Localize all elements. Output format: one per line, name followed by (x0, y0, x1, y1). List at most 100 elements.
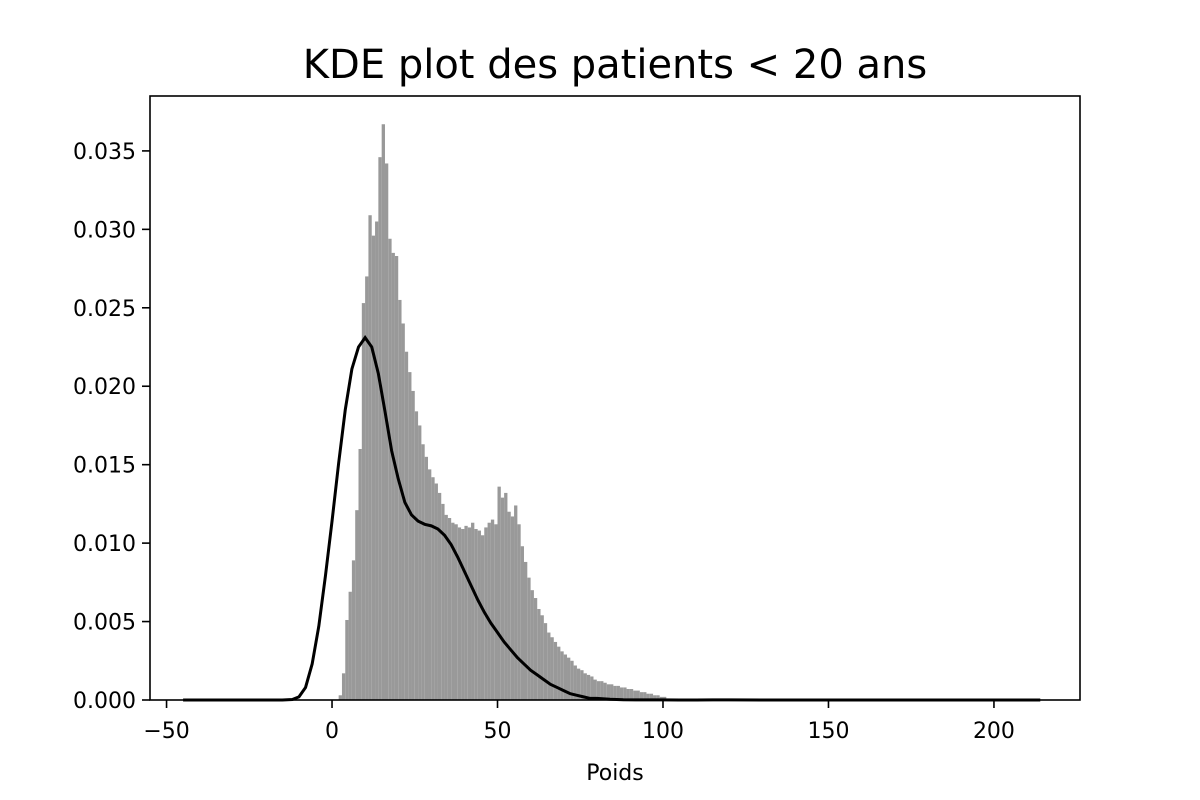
histogram-bar (540, 615, 544, 700)
histogram-bar (464, 525, 468, 700)
histogram-bar (517, 524, 521, 700)
y-tick-label: 0.030 (73, 218, 136, 243)
y-tick-label: 0.000 (73, 689, 136, 714)
histogram-bar (560, 651, 564, 700)
histogram-bar (411, 390, 415, 700)
histogram-bar (500, 497, 505, 700)
histogram-bar (504, 492, 508, 700)
histogram-bar (428, 469, 432, 700)
y-axis-ticks: 0.000 0.005 0.010 0.015 0.020 0.025 0.030 0.035 (73, 140, 150, 714)
y-tick-label: 0.015 (73, 454, 136, 479)
histogram-bar (523, 561, 528, 700)
histogram-bar (434, 483, 438, 700)
histogram-bar (623, 687, 627, 700)
x-tick-label: 150 (807, 719, 849, 744)
histogram-bar (414, 411, 419, 700)
histogram-bar (424, 456, 429, 700)
histogram-bar (375, 221, 379, 700)
histogram-bar (557, 646, 561, 700)
histogram-bar (646, 693, 650, 700)
y-tick-label: 0.010 (73, 532, 136, 557)
x-tick-label: 200 (973, 719, 1015, 744)
histogram-bar (600, 681, 604, 700)
histogram-bar (441, 503, 445, 700)
histogram-bar (613, 685, 617, 700)
histogram-bar (361, 303, 366, 700)
histogram-bar (543, 623, 548, 700)
x-tick-label: 50 (484, 719, 512, 744)
histogram-bar (507, 511, 511, 700)
histogram-bar (431, 477, 435, 700)
histogram-bar (471, 522, 475, 700)
x-tick-label: 100 (642, 719, 684, 744)
x-axis-ticks: −50 0 50 100 150 200 (143, 700, 1015, 744)
histogram-bar (444, 514, 448, 700)
histogram-bar (563, 654, 568, 700)
histogram-bar (345, 619, 349, 700)
y-tick-label: 0.005 (73, 611, 136, 636)
histogram-bars (338, 124, 667, 701)
histogram-bar (451, 522, 455, 700)
histogram-bar (583, 673, 587, 700)
x-axis-label: Poids (586, 761, 643, 786)
histogram-bar (616, 685, 620, 700)
x-tick-label: 0 (325, 719, 339, 744)
histogram-bar (348, 591, 352, 700)
histogram-bar (530, 590, 534, 700)
histogram-bar (580, 670, 584, 700)
histogram-bar (649, 693, 654, 700)
histogram-bar (603, 682, 607, 700)
histogram-bar (490, 519, 495, 700)
histogram-bar (371, 235, 376, 700)
histogram-bar (629, 689, 634, 700)
histogram-bar (358, 448, 362, 700)
histogram-bar (351, 560, 356, 700)
histogram-bar (593, 679, 597, 700)
histogram-bar (467, 527, 472, 700)
histogram-bar (355, 510, 359, 700)
histogram-bar (461, 529, 465, 700)
histogram-bar (596, 681, 601, 700)
kde-curve (183, 334, 1041, 702)
histogram-bar (437, 492, 442, 700)
histogram-bar (341, 673, 346, 700)
histogram-bar (338, 695, 342, 700)
histogram-bar (404, 351, 409, 700)
histogram-bar (590, 676, 594, 700)
histogram-bar (510, 516, 515, 700)
histogram-bar (653, 695, 657, 700)
x-tick-label: −50 (143, 719, 189, 744)
histogram-bar (454, 524, 458, 700)
histogram-bar (573, 665, 577, 700)
histogram-bar (497, 486, 501, 700)
histogram-bar (474, 529, 478, 700)
histogram-bar (421, 444, 425, 700)
histogram-bar (378, 157, 382, 700)
histogram-bar (494, 524, 498, 700)
histogram-bar (457, 527, 462, 700)
histogram-bar (388, 238, 392, 700)
histogram-bar (643, 692, 647, 700)
histogram-bar (487, 522, 491, 700)
plot-area-frame (149, 95, 1081, 701)
histogram-bar (477, 530, 481, 700)
histogram-bar (381, 124, 385, 701)
histogram-bar (636, 690, 640, 700)
histogram-bar (633, 690, 637, 700)
histogram-bar (418, 425, 422, 700)
histogram-bar (606, 684, 611, 700)
y-tick-label: 0.035 (73, 140, 136, 165)
histogram-bar (527, 577, 531, 700)
histogram-bar (514, 505, 518, 700)
histogram-bar (384, 163, 389, 700)
histogram-bar (480, 535, 485, 700)
histogram-bar (619, 687, 624, 700)
histogram-bar (553, 641, 558, 700)
histogram-bar (639, 692, 644, 700)
y-tick-label: 0.025 (73, 297, 136, 322)
histogram-bar (520, 546, 524, 700)
histogram-bar (626, 689, 630, 700)
histogram-bar (368, 215, 372, 701)
histogram-bar (365, 276, 369, 700)
